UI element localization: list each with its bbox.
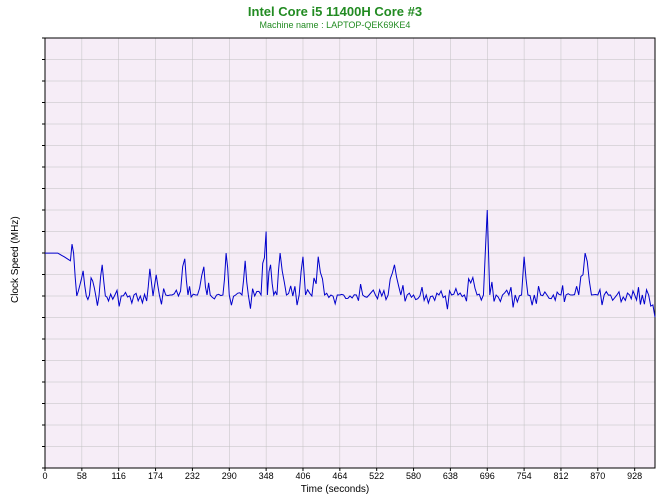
x-tick: 290 [222, 471, 237, 481]
x-tick: 0 [42, 471, 47, 481]
x-tick: 638 [443, 471, 458, 481]
x-tick: 522 [369, 471, 384, 481]
x-tick: 870 [590, 471, 605, 481]
x-tick: 58 [77, 471, 87, 481]
x-tick: 464 [332, 471, 347, 481]
x-tick: 580 [406, 471, 421, 481]
x-tick: 696 [480, 471, 495, 481]
x-tick: 174 [148, 471, 163, 481]
x-tick: 812 [553, 471, 568, 481]
x-tick: 116 [112, 471, 126, 481]
x-tick: 232 [185, 471, 200, 481]
chart-plot [0, 0, 670, 503]
x-tick: 754 [517, 471, 532, 481]
chart-container: Intel Core i5 11400H Core #3 Machine nam… [0, 0, 670, 503]
x-tick: 406 [295, 471, 310, 481]
x-tick: 348 [259, 471, 274, 481]
x-tick: 928 [627, 471, 642, 481]
